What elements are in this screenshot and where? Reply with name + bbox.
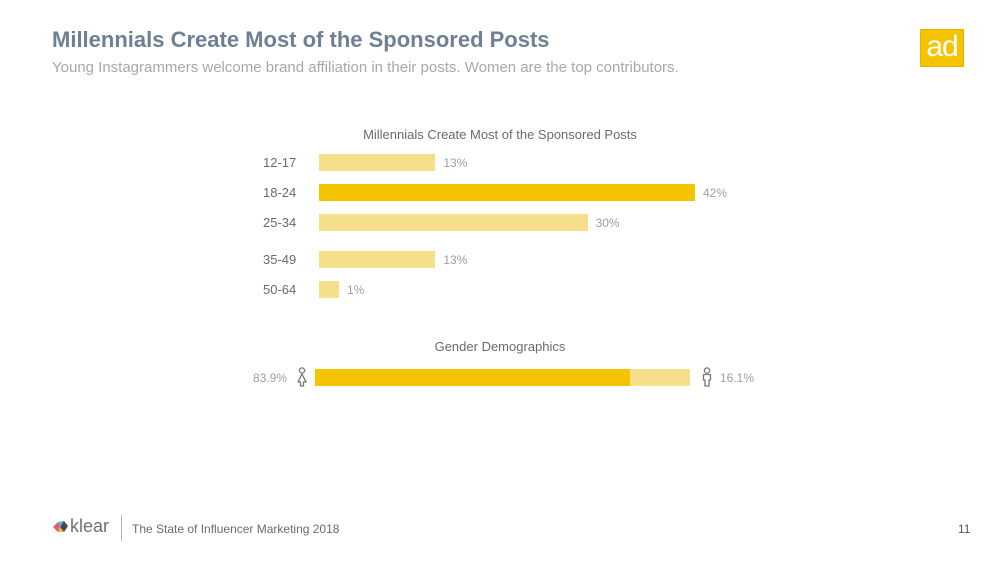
category-label: 35-49 xyxy=(263,252,297,267)
category-label: 18-24 xyxy=(263,185,297,200)
male-percent-label: 16.1% xyxy=(720,371,755,385)
page-title: Millennials Create Most of the Sponsored… xyxy=(52,27,550,52)
bar-25-34 xyxy=(319,214,588,231)
value-label: 30% xyxy=(595,216,620,230)
female-percent-label: 83.9% xyxy=(253,371,288,385)
female-segment xyxy=(315,369,630,386)
bar-18-24 xyxy=(319,184,695,201)
value-label: 13% xyxy=(443,253,468,267)
bar-50-64 xyxy=(319,281,339,298)
ad-logo: ad xyxy=(920,29,964,67)
category-label: 50-64 xyxy=(263,282,297,297)
category-label: 12-17 xyxy=(263,155,297,170)
gender-bar xyxy=(315,369,690,386)
footer-text: The State of Influencer Marketing 2018 xyxy=(132,522,340,536)
bar-35-49 xyxy=(319,251,436,268)
footer-divider xyxy=(121,515,122,541)
gender-chart-title: Gender Demographics xyxy=(434,339,566,354)
bar-12-17 xyxy=(319,154,436,171)
value-label: 42% xyxy=(703,186,728,200)
female-icon xyxy=(296,367,308,392)
page-subtitle: Young Instagrammers welcome brand affili… xyxy=(52,59,679,76)
klear-logo-icon xyxy=(53,520,68,538)
male-icon xyxy=(701,367,713,392)
age-chart-title: Millennials Create Most of the Sponsored… xyxy=(363,127,637,142)
page-number: 11 xyxy=(958,522,971,536)
value-label: 13% xyxy=(443,156,468,170)
footer-brand: klear xyxy=(70,516,110,536)
value-label: 1% xyxy=(347,283,365,297)
male-segment xyxy=(629,369,690,386)
category-label: 25-34 xyxy=(263,215,297,230)
